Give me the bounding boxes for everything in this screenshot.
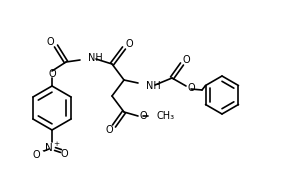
Text: O: O	[125, 39, 133, 49]
Text: O: O	[139, 111, 147, 121]
Text: O: O	[187, 83, 195, 93]
Text: $\mathdefault{N}^+$: $\mathdefault{N}^+$	[44, 140, 60, 154]
Text: O: O	[60, 149, 68, 159]
Text: O: O	[182, 55, 190, 65]
Text: NH: NH	[146, 81, 161, 91]
Text: NH: NH	[88, 53, 103, 63]
Text: CH₃: CH₃	[157, 111, 175, 121]
Text: O: O	[105, 125, 113, 135]
Text: O: O	[46, 37, 54, 47]
Text: O: O	[48, 68, 56, 78]
Text: $\mathdefault{O}^-$: $\mathdefault{O}^-$	[32, 148, 48, 160]
